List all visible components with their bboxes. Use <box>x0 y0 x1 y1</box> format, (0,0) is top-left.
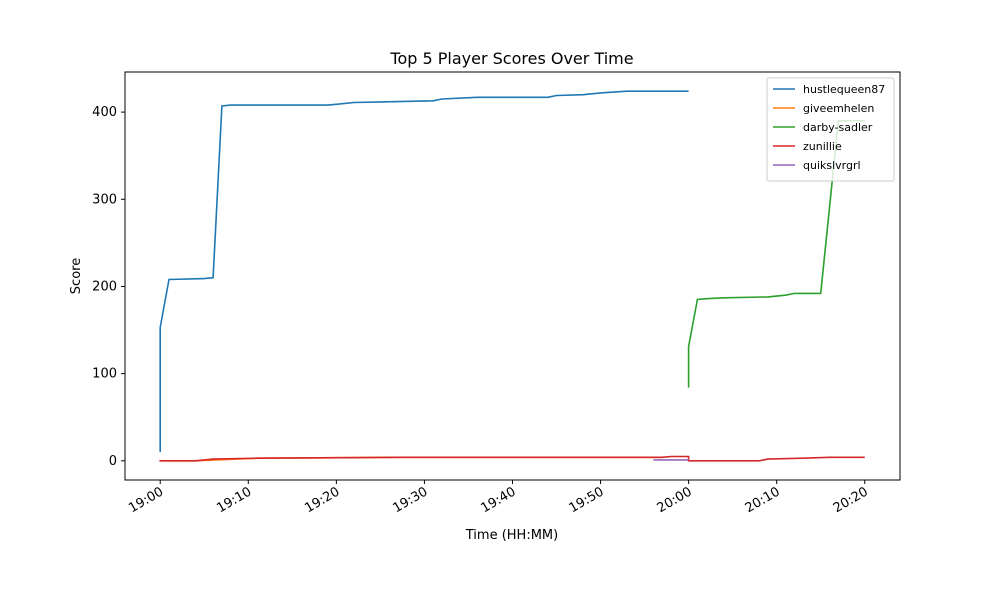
y-axis-label: Score <box>69 258 84 294</box>
series-line <box>687 120 865 388</box>
legend: hustlequeen87 giveemhelen darby-sadler zuni… <box>766 77 895 182</box>
y-tick-label: 100 <box>92 367 117 382</box>
x-tick-label: 20:20 <box>831 484 871 516</box>
plot-frame <box>124 71 901 481</box>
chart-title: Top 5 Player Scores Over Time <box>389 49 633 68</box>
y-tick-label: 300 <box>92 192 117 207</box>
legend-label: hustlequeen87 <box>803 83 885 96</box>
x-tick-label: 19:20 <box>302 484 342 516</box>
x-tick-label: 19:50 <box>567 484 607 516</box>
series-line <box>159 90 689 453</box>
legend-label: giveemhelen <box>803 102 874 115</box>
x-tick-label: 19:10 <box>214 484 254 516</box>
legend-label: quikslvrgrl <box>803 159 861 172</box>
legend-label: zunillie <box>803 140 842 153</box>
x-tick-label: 19:30 <box>390 484 430 516</box>
y-tick-label: 0 <box>109 454 117 469</box>
x-tick-label: 20:10 <box>743 484 783 516</box>
y-tick-label: 400 <box>92 105 117 120</box>
legend-box <box>766 77 895 182</box>
x-axis-label: Time (HH:MM) <box>465 528 558 543</box>
x-tick-label: 19:40 <box>479 484 519 516</box>
x-tick-label: 19:00 <box>126 484 166 516</box>
legend-label: darby-sadler <box>803 121 873 134</box>
x-tick-label: 20:00 <box>655 484 695 516</box>
y-tick-label: 200 <box>92 279 117 294</box>
series-line <box>159 455 865 462</box>
